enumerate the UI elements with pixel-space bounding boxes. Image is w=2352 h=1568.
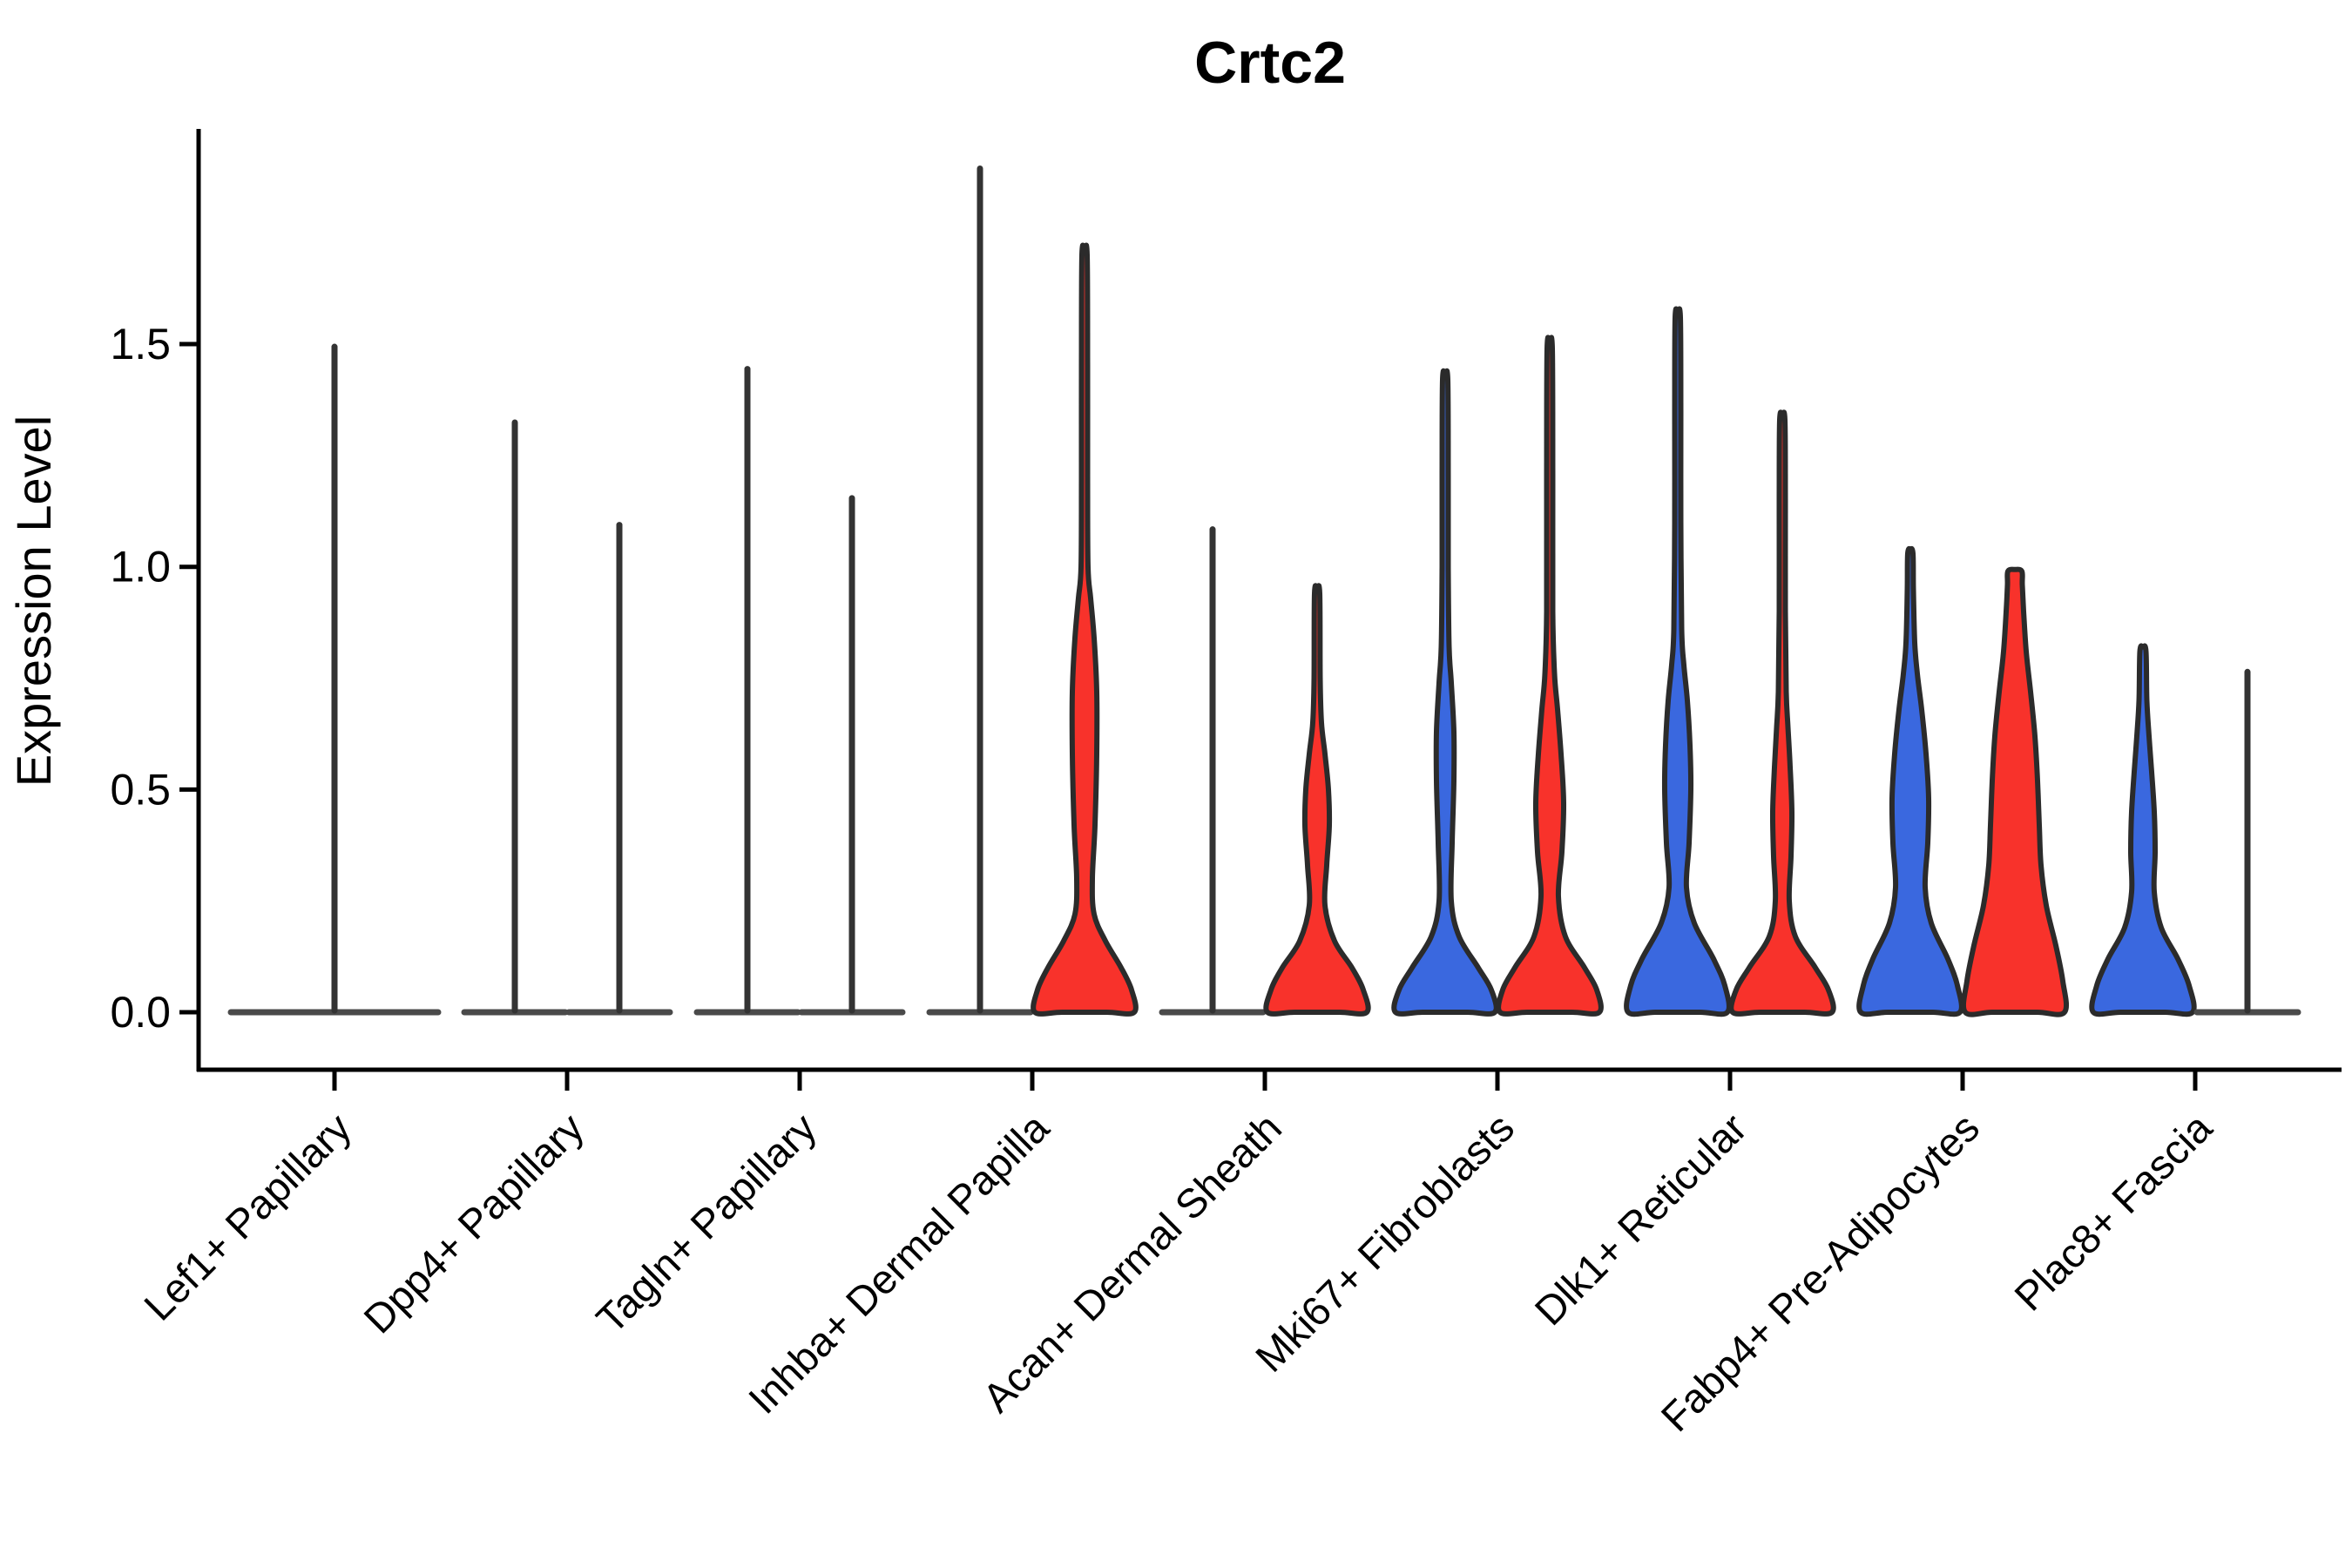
violin-series (227, 166, 2301, 1017)
violin-red (1496, 335, 1604, 1017)
y-tick-label: 0.0 (110, 988, 171, 1037)
violin-blue (1391, 368, 1499, 1017)
violin-red (1961, 566, 2069, 1017)
y-tick-label: 1.0 (110, 543, 171, 591)
violin-blue (1856, 545, 1964, 1017)
y-tick-label: 1.5 (110, 320, 171, 368)
plot-title: Crtc2 (1194, 30, 1346, 96)
y-axis-ticks: 0.0 0.5 1.0 1.5 (110, 320, 199, 1037)
y-axis-label: Expression Level (6, 416, 61, 787)
violin-blue (2089, 643, 2197, 1017)
y-tick-label: 0.5 (110, 765, 171, 814)
violin-red (1263, 583, 1371, 1017)
axes (196, 129, 2342, 1072)
violin-red (1031, 242, 1139, 1017)
violin-blue (1624, 306, 1732, 1017)
violin-red (1728, 409, 1836, 1017)
